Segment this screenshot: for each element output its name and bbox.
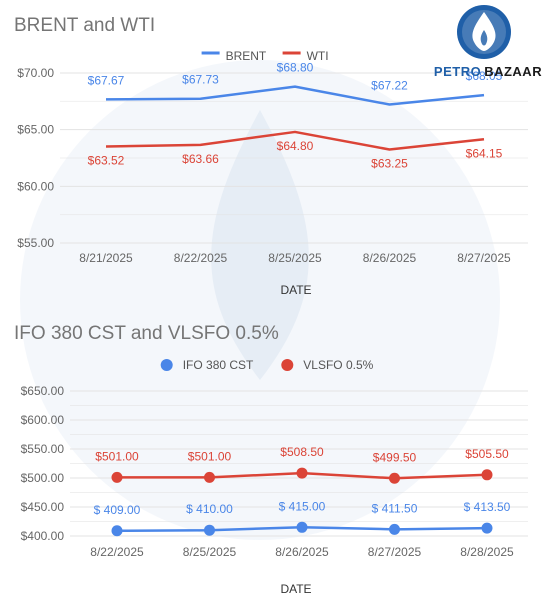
legend-item: IFO 380 CST xyxy=(160,358,254,372)
data-point xyxy=(481,522,493,534)
series-line xyxy=(105,85,485,106)
y-tick-label: $450.00 xyxy=(21,500,65,514)
data-label: $64.15 xyxy=(466,146,503,160)
ifo-vlsfo-chart: IFO 380 CST and VLSFO 0.5% IFO 380 CST VL… xyxy=(14,323,528,596)
data-label: $ 413.50 xyxy=(464,500,511,514)
chart2-series xyxy=(111,467,493,537)
data-point xyxy=(204,524,215,536)
logo-wordmark: PETRO BAZAAR xyxy=(434,64,542,79)
data-label: $63.52 xyxy=(88,153,125,167)
data-label: $63.25 xyxy=(371,157,408,171)
legend-label: WTI xyxy=(307,49,329,63)
x-tick-label: 8/26/2025 xyxy=(363,251,417,265)
logo-ring xyxy=(457,5,511,59)
data-label: $ 409.00 xyxy=(94,503,141,517)
legend-label: VLSFO 0.5% xyxy=(303,358,373,372)
data-label: $63.66 xyxy=(182,152,219,166)
logo-ring-highlight xyxy=(462,10,506,54)
chart1-data-labels: $67.67 $67.73 $68.80 $67.22 $68.05 $63.52 $63.… xyxy=(88,61,503,171)
data-label: $508.50 xyxy=(280,445,324,459)
legend-item: VLSFO 0.5% xyxy=(281,358,374,372)
chart2-x-axis: 8/22/2025 8/25/2025 8/26/2025 8/27/2025 8/28… xyxy=(90,545,514,559)
y-tick-label: $55.00 xyxy=(17,236,54,250)
data-point xyxy=(296,467,308,479)
x-tick-label: 8/25/2025 xyxy=(183,545,237,559)
data-label: $67.67 xyxy=(88,73,125,87)
y-tick-label: $400.00 xyxy=(21,529,65,543)
y-tick-label: $550.00 xyxy=(21,442,65,456)
chart2-x-axis-title: DATE xyxy=(280,582,311,596)
data-point xyxy=(111,525,123,537)
series-line xyxy=(105,130,485,151)
y-tick-label: $65.00 xyxy=(17,123,54,137)
legend-label: IFO 380 CST xyxy=(183,358,254,372)
data-point xyxy=(204,471,215,483)
chart1-series xyxy=(105,85,485,151)
data-label: $501.00 xyxy=(188,449,232,463)
x-tick-label: 8/27/2025 xyxy=(457,251,511,265)
chart1-title: BRENT and WTI xyxy=(14,15,155,36)
legend-item: WTI xyxy=(282,49,329,63)
data-point xyxy=(296,521,308,533)
y-tick-label: $600.00 xyxy=(21,413,65,427)
petro-bazaar-logo: PETRO BAZAAR xyxy=(434,3,542,79)
data-point xyxy=(481,469,493,481)
data-point xyxy=(389,523,400,535)
chart1-x-axis-title: DATE xyxy=(280,283,311,297)
flame-icon xyxy=(472,12,496,51)
data-label: $67.73 xyxy=(182,73,219,87)
legend-label: BRENT xyxy=(226,49,267,63)
chart1-y-axis: $55.00 $60.00 $65.00 $70.00 xyxy=(17,66,54,250)
data-point xyxy=(111,471,123,483)
x-tick-label: 8/25/2025 xyxy=(268,251,322,265)
legend-item: BRENT xyxy=(201,49,267,63)
data-label: $501.00 xyxy=(95,449,139,463)
brent-wti-chart: BRENT and WTI BRENT WTI $55.00 $60.00 $65.0… xyxy=(14,15,528,297)
chart1-x-axis: 8/21/2025 8/22/2025 8/25/2025 8/26/2025 8/27… xyxy=(79,251,511,265)
x-tick-label: 8/22/2025 xyxy=(174,251,228,265)
logo-word-petro: PETRO xyxy=(434,64,481,79)
x-tick-label: 8/21/2025 xyxy=(79,251,133,265)
x-tick-label: 8/26/2025 xyxy=(275,545,329,559)
data-label: $68.80 xyxy=(277,61,314,75)
data-point xyxy=(389,472,400,484)
chart2-legend: IFO 380 CST VLSFO 0.5% xyxy=(160,358,374,372)
chart2-title: IFO 380 CST and VLSFO 0.5% xyxy=(14,323,279,344)
chart2-y-axis: $400.00 $450.00 $500.00 $550.00 $600.00 $650.… xyxy=(21,384,65,543)
data-label: $67.22 xyxy=(371,79,408,93)
data-label: $ 410.00 xyxy=(186,502,233,516)
chart2-data-labels: $ 409.00 $ 410.00 $ 415.00 $ 411.50 $ 413.50… xyxy=(94,445,511,517)
data-label: $64.80 xyxy=(277,139,314,153)
legend-swatch-dot xyxy=(160,359,173,371)
data-label: $ 415.00 xyxy=(279,499,326,513)
data-label: $499.50 xyxy=(373,450,417,464)
y-tick-label: $60.00 xyxy=(17,179,54,193)
y-tick-label: $70.00 xyxy=(17,66,54,80)
chart1-legend: BRENT WTI xyxy=(201,49,329,63)
logo-word-bazaar: BAZAAR xyxy=(484,64,542,79)
x-tick-label: 8/28/2025 xyxy=(460,545,514,559)
data-label: $68.05 xyxy=(466,69,503,83)
legend-swatch-dot xyxy=(281,359,294,371)
y-tick-label: $650.00 xyxy=(21,384,65,398)
chart1-gridlines xyxy=(60,72,528,244)
x-tick-label: 8/22/2025 xyxy=(90,545,144,559)
y-tick-label: $500.00 xyxy=(21,471,65,485)
data-label: $505.50 xyxy=(465,447,509,461)
x-tick-label: 8/27/2025 xyxy=(368,545,422,559)
data-label: $ 411.50 xyxy=(372,501,418,515)
